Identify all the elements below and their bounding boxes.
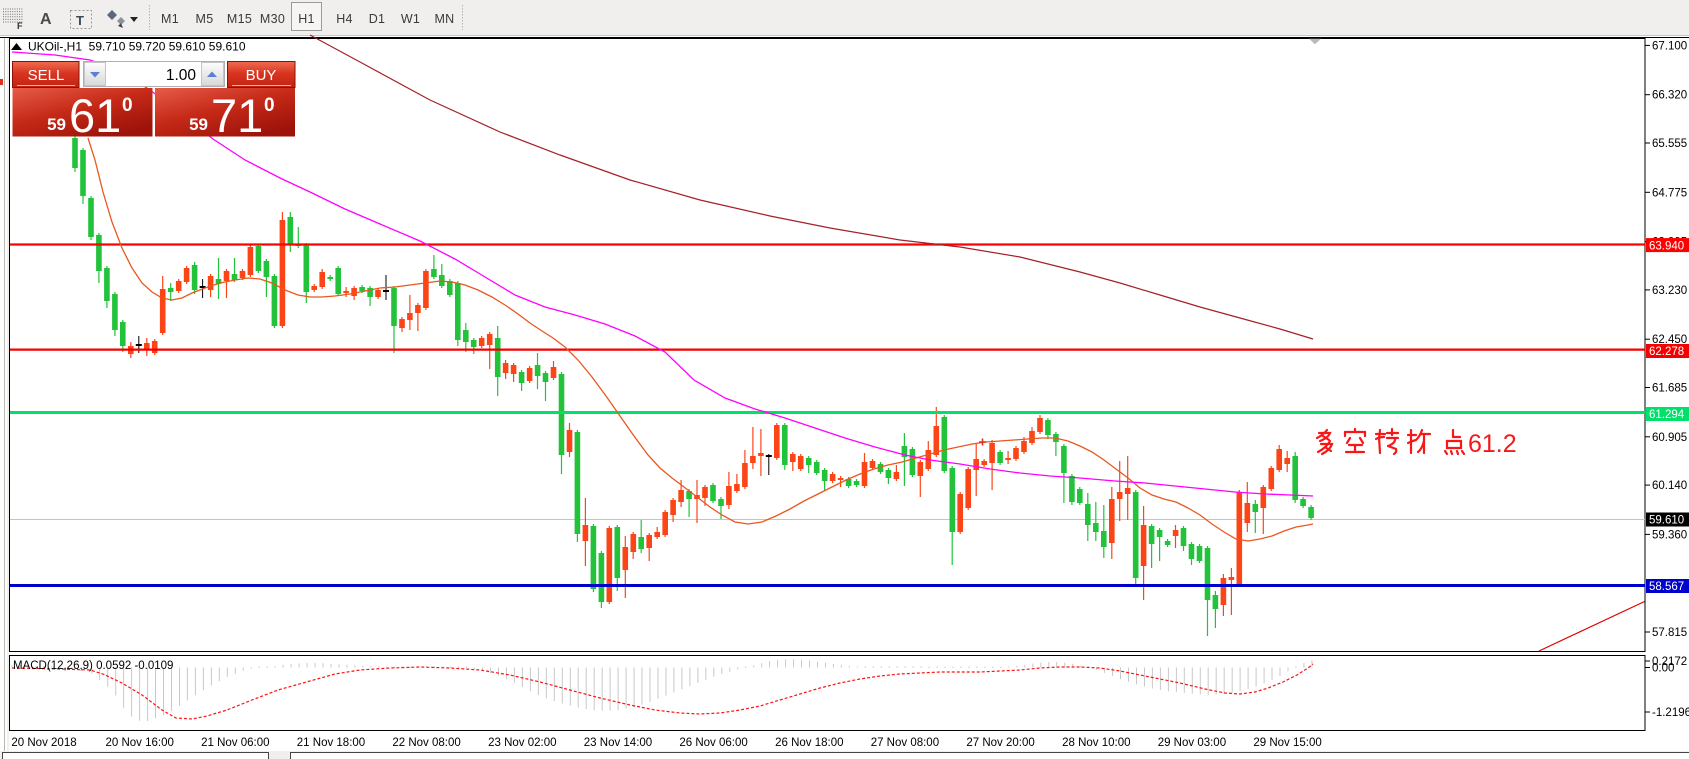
svg-text:H1: H1 [298, 12, 315, 26]
svg-text:BUY: BUY [246, 67, 277, 84]
svg-text:61.685: 61.685 [1652, 383, 1687, 395]
svg-text:61.2: 61.2 [1468, 430, 1517, 458]
svg-text:59.610: 59.610 [1649, 515, 1684, 527]
svg-text:21 Nov 18:00: 21 Nov 18:00 [297, 737, 365, 749]
svg-text:59: 59 [189, 115, 208, 134]
svg-text:26 Nov 06:00: 26 Nov 06:00 [679, 737, 747, 749]
svg-text:21 Nov 06:00: 21 Nov 06:00 [201, 737, 269, 749]
svg-text:59.360: 59.360 [1652, 529, 1687, 541]
svg-text:61.294: 61.294 [1649, 409, 1685, 421]
svg-text:59: 59 [47, 115, 66, 134]
svg-text:D1: D1 [369, 12, 386, 26]
svg-text:M15: M15 [227, 12, 252, 26]
svg-text:27 Nov 08:00: 27 Nov 08:00 [871, 737, 939, 749]
svg-text:MN: MN [434, 12, 454, 26]
svg-text:61: 61 [69, 89, 121, 142]
svg-text:F: F [17, 21, 23, 31]
svg-text:66.320: 66.320 [1652, 90, 1687, 102]
svg-text:60.140: 60.140 [1652, 480, 1687, 492]
svg-text:27 Nov 20:00: 27 Nov 20:00 [966, 737, 1034, 749]
svg-text:62.278: 62.278 [1649, 346, 1684, 358]
svg-text:28 Nov 10:00: 28 Nov 10:00 [1062, 737, 1130, 749]
svg-text:SELL: SELL [28, 67, 65, 84]
svg-text:23 Nov 02:00: 23 Nov 02:00 [488, 737, 556, 749]
svg-text:W1: W1 [401, 12, 420, 26]
svg-text:26 Nov 18:00: 26 Nov 18:00 [775, 737, 843, 749]
svg-text:A: A [40, 11, 52, 28]
svg-text:0.2172: 0.2172 [1652, 656, 1687, 668]
svg-text:29 Nov 15:00: 29 Nov 15:00 [1253, 737, 1321, 749]
svg-text:0: 0 [264, 95, 275, 116]
svg-text:M30: M30 [260, 12, 285, 26]
svg-text:20 Nov 16:00: 20 Nov 16:00 [105, 737, 173, 749]
svg-text:29 Nov 03:00: 29 Nov 03:00 [1158, 737, 1226, 749]
svg-text:UKOil-,H1 59.710 59.720 59.61: UKOil-,H1 59.710 59.720 59.610 59.610 [28, 40, 246, 54]
svg-text:57.815: 57.815 [1652, 627, 1687, 639]
svg-text:20 Nov 2018: 20 Nov 2018 [11, 737, 76, 749]
svg-text:MACD(12,26,9) 0.0592 -0.0109: MACD(12,26,9) 0.0592 -0.0109 [13, 660, 173, 672]
svg-text:60.905: 60.905 [1652, 432, 1687, 444]
svg-text:62.450: 62.450 [1652, 334, 1687, 346]
svg-text:M5: M5 [196, 12, 214, 26]
svg-text:T: T [76, 13, 84, 28]
svg-text:22 Nov 08:00: 22 Nov 08:00 [392, 737, 460, 749]
svg-text:23 Nov 14:00: 23 Nov 14:00 [584, 737, 652, 749]
svg-text:67.100: 67.100 [1652, 40, 1687, 52]
svg-text:63.940: 63.940 [1649, 240, 1684, 252]
svg-text:58.567: 58.567 [1649, 581, 1684, 593]
svg-text:M1: M1 [161, 12, 179, 26]
svg-text:64.775: 64.775 [1652, 187, 1687, 199]
svg-text:0: 0 [122, 95, 133, 116]
svg-text:H4: H4 [336, 12, 353, 26]
svg-text:63.230: 63.230 [1652, 285, 1687, 297]
svg-text:0.00: 0.00 [1652, 663, 1674, 675]
svg-text:65.555: 65.555 [1652, 138, 1687, 150]
svg-text:1.00: 1.00 [166, 67, 197, 84]
svg-text:71: 71 [211, 89, 263, 142]
svg-text:-1.2196: -1.2196 [1652, 707, 1689, 719]
